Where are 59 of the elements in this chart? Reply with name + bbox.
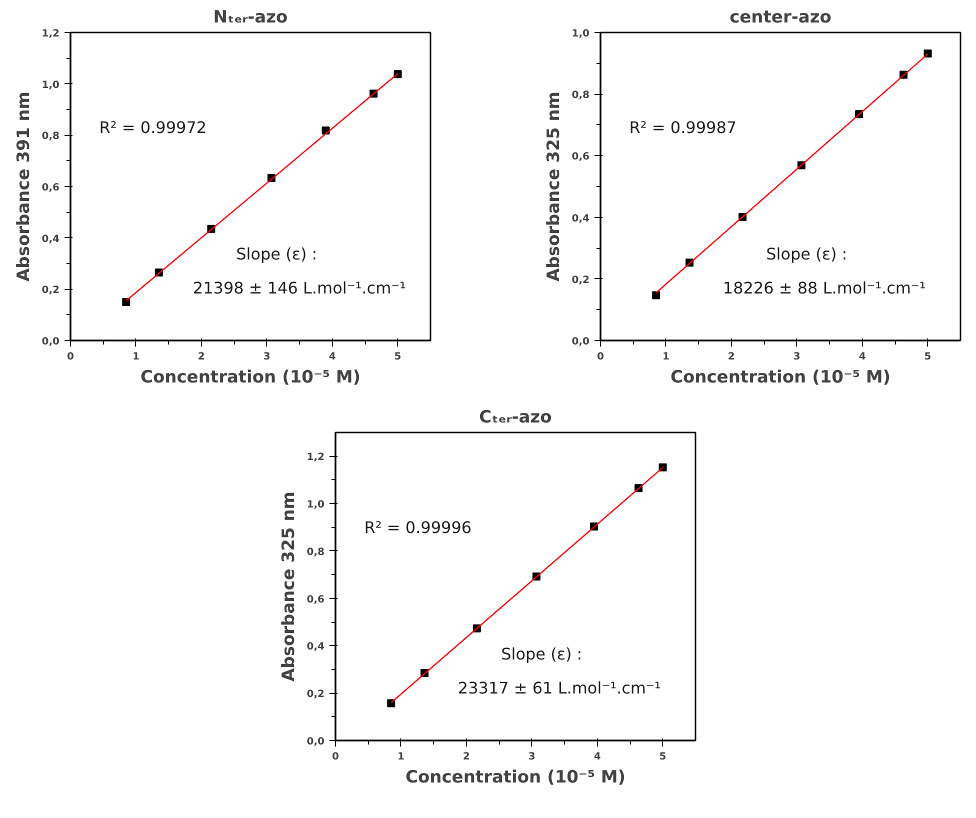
y-tick-label: 1,0 (572, 28, 590, 40)
y-tick-label: 0,2 (306, 689, 325, 700)
chart-title: center-azo (730, 8, 832, 28)
x-tick-label: 4 (594, 752, 601, 762)
annotation: Slope (ε) : (501, 644, 582, 664)
x-tick-label: 0 (332, 752, 340, 762)
y-tick-label: 1,0 (42, 80, 60, 91)
point (652, 291, 660, 300)
x-tick-label: 5 (924, 352, 932, 362)
y-tick-label: 0,6 (42, 182, 60, 194)
x-tick-label: 5 (659, 752, 666, 762)
x-tick-label: 1 (662, 352, 670, 362)
x-tick-label: 1 (397, 752, 404, 762)
x-tick-label: 2 (728, 352, 735, 362)
point (122, 298, 130, 306)
y-axis-title: Absorbance 325 nm (544, 92, 564, 282)
y-tick-label: 0,4 (306, 642, 325, 653)
y-tick-label: 0,2 (572, 274, 590, 286)
y-tick-label: 1,2 (42, 28, 60, 40)
x-tick-label: 3 (263, 352, 270, 362)
y-axis-title: Absorbance 325 nm (278, 492, 299, 682)
y-tick-label: 1,2 (306, 452, 325, 464)
y-tick-label: 0,8 (306, 546, 325, 558)
y-tick-label: 0,8 (42, 131, 60, 142)
x-tick-label: 4 (858, 352, 866, 362)
x-tick-label: 5 (394, 352, 402, 362)
point (387, 699, 396, 708)
x-axis-title: Concentration (10⁻⁵ M) (670, 368, 891, 388)
x-tick-label: 2 (462, 752, 470, 762)
y-tick-label: 0,0 (572, 336, 590, 348)
annotation: R² = 0.99987 (629, 118, 737, 138)
x-tick-label: 4 (328, 352, 336, 362)
x-tick-label: 0 (67, 352, 74, 362)
annotation: R² = 0.99996 (364, 518, 472, 538)
annotation: 21398 ± 146 L.mol⁻¹.cm⁻¹ (192, 278, 406, 298)
y-tick-label: 0,4 (572, 213, 590, 224)
annotation: Slope (ε) : (236, 244, 318, 264)
y-tick-label: 0,8 (572, 90, 590, 102)
y-axis-title: Absorbance 391 nm (14, 92, 34, 282)
y-tick-label: 1,0 (306, 500, 325, 511)
y-tick-label: 0,4 (42, 234, 60, 245)
y-tick-label: 0,0 (306, 736, 325, 748)
x-tick-label: 0 (597, 352, 604, 362)
chart-title: Cₜₑᵣ-azo (479, 408, 552, 428)
x-axis-title: Concentration (10⁻⁵ M) (140, 368, 361, 388)
y-tick-label: 0,6 (572, 152, 590, 163)
annotation: R² = 0.99972 (99, 118, 207, 138)
annotation: 18226 ± 88 L.mol⁻¹.cm⁻¹ (722, 278, 926, 298)
y-tick-label: 0,6 (306, 594, 325, 606)
y-tick-label: 0,2 (42, 285, 60, 296)
x-axis-title: Concentration (10⁻⁵ M) (405, 768, 626, 788)
chart-title: Nₜₑᵣ-azo (213, 8, 288, 28)
annotation: 23317 ± 61 L.mol⁻¹.cm⁻¹ (458, 678, 661, 698)
y-tick-label: 0,0 (42, 336, 60, 348)
annotation: Slope (ε) : (766, 244, 848, 264)
x-tick-label: 2 (198, 352, 205, 362)
x-tick-label: 3 (793, 352, 800, 362)
x-tick-label: 1 (132, 352, 140, 362)
x-tick-label: 3 (528, 752, 536, 762)
